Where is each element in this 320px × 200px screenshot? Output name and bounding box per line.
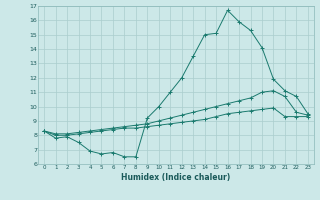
- X-axis label: Humidex (Indice chaleur): Humidex (Indice chaleur): [121, 173, 231, 182]
